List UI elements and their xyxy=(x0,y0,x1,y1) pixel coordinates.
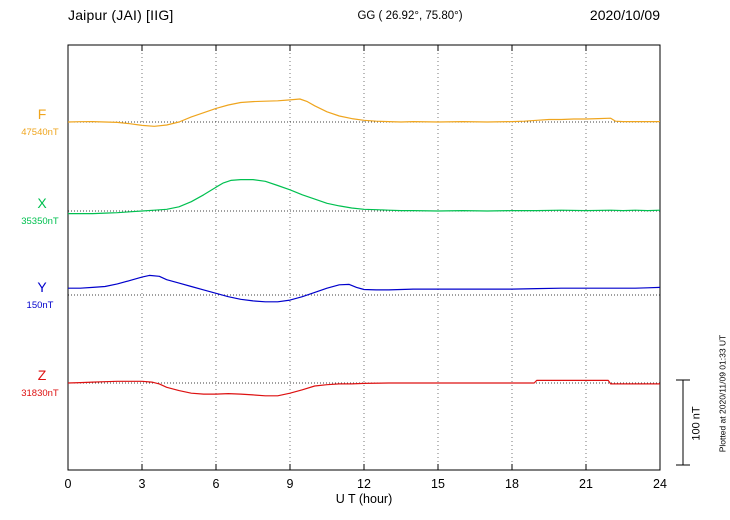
x-axis-label: U T (hour) xyxy=(335,492,393,506)
x-tick-label: 9 xyxy=(287,477,294,491)
series-baseline-label-Z: 31830nT xyxy=(21,388,59,399)
x-tick-label: 15 xyxy=(431,477,445,491)
x-tick-label: 0 xyxy=(65,477,72,491)
station-title: Jaipur (JAI) [IIG] xyxy=(68,7,174,23)
x-tick-label: 18 xyxy=(505,477,519,491)
x-tick-label: 12 xyxy=(357,477,371,491)
x-tick-label: 21 xyxy=(579,477,593,491)
series-letter-Z: Z xyxy=(38,367,47,383)
series-letter-X: X xyxy=(37,195,47,211)
x-tick-label: 24 xyxy=(653,477,667,491)
trace-Y xyxy=(68,274,661,303)
trace-F xyxy=(67,98,660,127)
trace-Z xyxy=(67,379,660,397)
x-tick-label: 3 xyxy=(139,477,146,491)
trace-X xyxy=(68,179,661,215)
x-tick-label: 6 xyxy=(213,477,220,491)
series-letter-F: F xyxy=(38,106,47,122)
series-baseline-label-Y: 150nT xyxy=(27,300,54,311)
plotted-at-note: Plotted at 2020/11/09 01:33 UT xyxy=(717,334,728,453)
series-baseline-label-X: 35350nT xyxy=(21,216,59,227)
plot-date: 2020/10/09 xyxy=(589,7,660,23)
geographic-coordinates: GG ( 26.92°, 75.80°) xyxy=(357,10,463,22)
series-letter-Y: Y xyxy=(37,279,47,295)
scale-bar-label: 100 nT xyxy=(690,406,703,441)
series-baseline-label-F: 47540nT xyxy=(21,127,59,138)
